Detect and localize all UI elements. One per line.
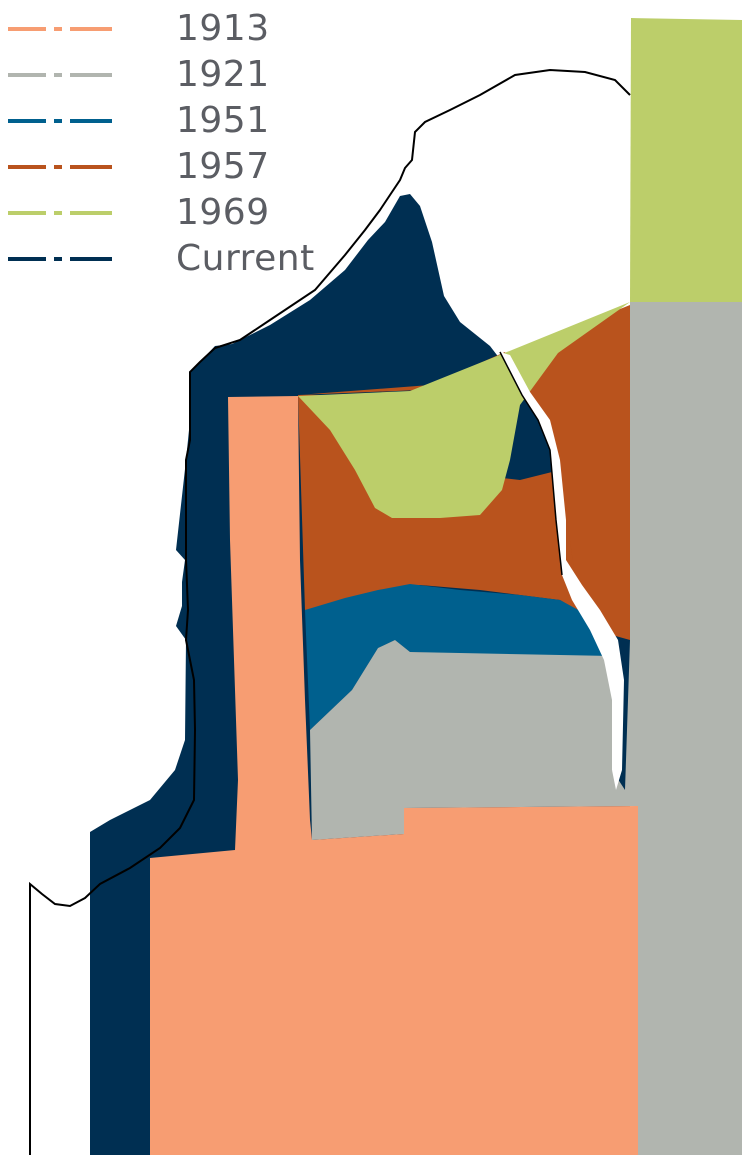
legend-swatch-1951 (8, 119, 112, 123)
legend-label: 1951 (176, 100, 270, 141)
creek-outline (499, 351, 563, 576)
area-1969-top (630, 18, 742, 302)
legend-label: 1913 (176, 8, 270, 49)
legend-label: Current (176, 238, 315, 279)
legend-swatch-1921 (8, 73, 112, 77)
area-1951 (305, 584, 622, 770)
legend-swatch-1957 (8, 165, 112, 169)
area-1957 (298, 305, 630, 640)
legend-item-1913: 1913 (8, 6, 328, 52)
legend-swatch-1969 (8, 211, 112, 215)
legend-item-current: Current (8, 236, 328, 282)
legend-label: 1921 (176, 54, 270, 95)
legend-label: 1969 (176, 192, 270, 233)
legend-swatch-1913 (8, 27, 112, 31)
legend-item-1921: 1921 (8, 52, 328, 98)
boundary-outline (29, 68, 631, 1155)
legend: 1913 1921 1951 1957 1969 (8, 6, 328, 282)
legend-label: 1957 (176, 146, 270, 187)
legend-item-1951: 1951 (8, 98, 328, 144)
area-1913 (150, 396, 638, 1155)
legend-item-1957: 1957 (8, 144, 328, 190)
area-1921 (310, 302, 742, 1155)
area-1969 (298, 302, 630, 518)
legend-swatch-current (8, 257, 112, 261)
legend-item-1969: 1969 (8, 190, 328, 236)
